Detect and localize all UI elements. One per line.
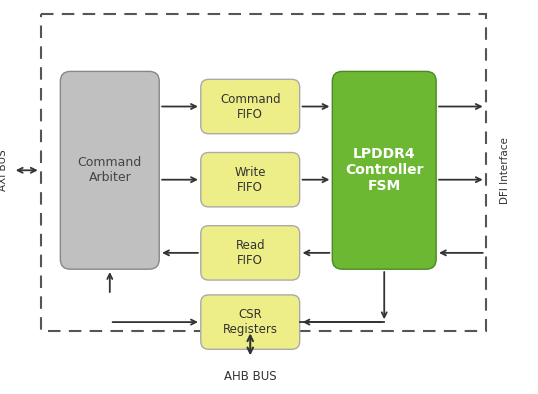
- Bar: [40, 14, 486, 331]
- FancyBboxPatch shape: [201, 295, 300, 349]
- FancyBboxPatch shape: [332, 71, 436, 269]
- FancyBboxPatch shape: [201, 226, 300, 280]
- Text: AHB BUS: AHB BUS: [224, 370, 277, 383]
- Text: CSR
Registers: CSR Registers: [223, 308, 278, 336]
- Text: Command
FIFO: Command FIFO: [220, 93, 280, 121]
- FancyBboxPatch shape: [201, 152, 300, 207]
- FancyBboxPatch shape: [60, 71, 159, 269]
- Text: DFI Interface: DFI Interface: [500, 137, 511, 204]
- Text: Write
FIFO: Write FIFO: [235, 166, 266, 194]
- FancyBboxPatch shape: [201, 79, 300, 134]
- Text: LPDDR4
Controller
FSM: LPDDR4 Controller FSM: [345, 147, 423, 193]
- Text: AXI BUS: AXI BUS: [0, 149, 8, 191]
- Text: Read
FIFO: Read FIFO: [236, 239, 265, 267]
- Text: Command
Arbiter: Command Arbiter: [77, 156, 142, 184]
